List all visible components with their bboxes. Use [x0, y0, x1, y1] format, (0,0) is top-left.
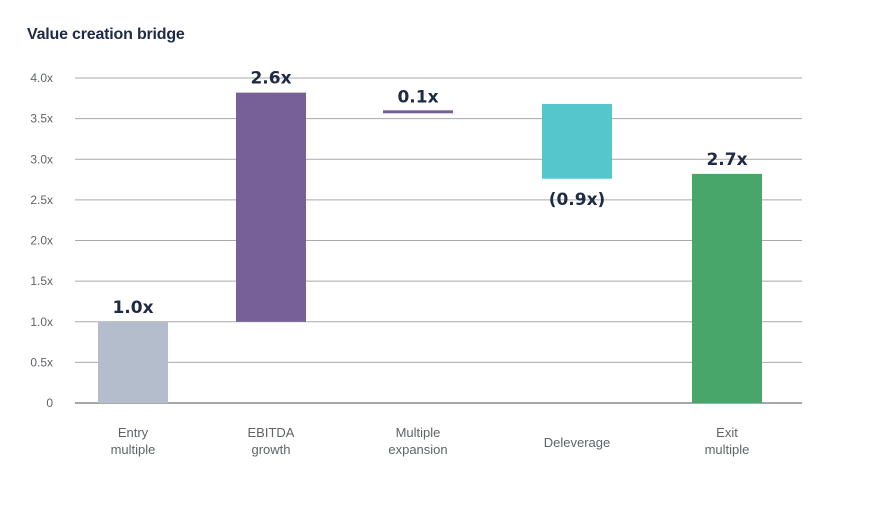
category-labels: Entry multiple EBITDA growth Multiple expansi… [111, 425, 750, 457]
category-label: EBITDA [248, 425, 295, 440]
category-label: multiple [111, 442, 156, 457]
y-tick-label: 2.5x [30, 193, 53, 207]
data-label: (0.9x) [549, 190, 606, 210]
data-label: 2.7x [706, 150, 747, 170]
bar [236, 92, 306, 322]
category-label: multiple [705, 442, 750, 457]
data-label: 2.6x [250, 69, 291, 89]
category-label: Deleverage [544, 435, 611, 450]
y-tick-label: 3.5x [30, 112, 53, 126]
y-tick-label: 0 [46, 396, 53, 410]
y-tick-label: 2.0x [30, 234, 53, 248]
bar [98, 321, 168, 403]
gridlines [75, 77, 802, 404]
bar [542, 104, 612, 179]
y-axis-ticks: 4.0x 3.5x 3.0x 2.5x 2.0x 1.5x 1.0x 0.5x 0 [30, 71, 53, 410]
y-tick-label: 4.0x [30, 71, 53, 85]
bar [692, 173, 762, 403]
category-label: Entry [118, 425, 149, 440]
y-tick-label: 1.5x [30, 274, 53, 288]
y-tick-label: 1.0x [30, 315, 53, 329]
category-label: expansion [388, 442, 447, 457]
bars [98, 92, 762, 403]
data-label: 1.0x [112, 298, 153, 318]
category-label: growth [251, 442, 290, 457]
category-label: Multiple [396, 425, 441, 440]
bar [383, 110, 453, 114]
category-label: Exit [716, 425, 738, 440]
y-tick-label: 0.5x [30, 355, 53, 369]
data-labels: 1.0x 2.6x 0.1x (0.9x) 2.7x [112, 69, 747, 318]
data-label: 0.1x [397, 87, 438, 107]
chart-title: Value creation bridge [27, 26, 185, 43]
y-tick-label: 3.0x [30, 152, 53, 166]
